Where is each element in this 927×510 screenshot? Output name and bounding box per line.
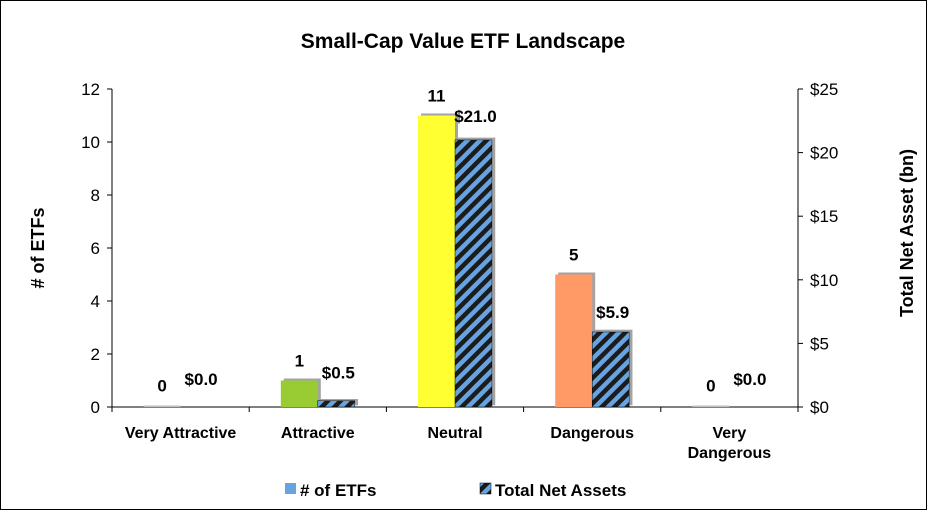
- legend-label-etfs: # of ETFs: [300, 481, 377, 500]
- data-label-etf-count: 1: [295, 352, 304, 371]
- bar-net-assets: [591, 331, 630, 408]
- bar-etf-count: [280, 380, 318, 407]
- y-axis-title: # of ETFs: [28, 207, 48, 288]
- chart-title: Small-Cap Value ETF Landscape: [301, 30, 625, 53]
- y-tick-label: 12: [81, 80, 100, 99]
- y2-tick-label: $25: [810, 80, 838, 99]
- legend: # of ETFs Total Net Assets: [285, 481, 626, 500]
- x-category-label: Dangerous: [688, 445, 772, 462]
- bar-net-assets: [317, 400, 356, 408]
- bar-etf-count: [418, 115, 455, 407]
- y-tick-label: 6: [91, 239, 100, 258]
- y-tick-label: 2: [91, 345, 100, 364]
- data-label-net-assets: $0.0: [185, 370, 218, 389]
- data-label-etf-count: 0: [706, 377, 715, 396]
- data-label-net-assets: $0.5: [322, 364, 355, 383]
- bar-etf-count: [555, 274, 593, 407]
- y2-axis-title: Total Net Asset (bn): [897, 149, 917, 317]
- y-tick-label: 0: [91, 398, 100, 417]
- data-label-etf-count: 0: [157, 377, 166, 396]
- y2-tick-label: $0: [810, 398, 829, 417]
- data-label-etf-count: 5: [569, 246, 578, 265]
- x-category-label: Very: [712, 425, 746, 442]
- bar-etf-count: [143, 405, 181, 407]
- x-category-label: Attractive: [281, 425, 355, 442]
- data-labels: 0 $0.0 1 $0.5 11 $21.0 5 $5.9 0 $0.0: [157, 87, 766, 396]
- bar-net-assets: [454, 139, 493, 408]
- y-tick-label: 4: [91, 292, 100, 311]
- legend-label-net-assets: Total Net Assets: [495, 481, 626, 500]
- data-label-etf-count: 11: [428, 87, 446, 106]
- x-category-label: Dangerous: [550, 425, 634, 442]
- y2-tick-label: $5: [810, 334, 829, 353]
- y-tick-label: 8: [91, 186, 100, 205]
- y2-tick-label: $15: [810, 207, 838, 226]
- data-label-net-assets: $21.0: [454, 107, 497, 126]
- data-label-net-assets: $5.9: [596, 303, 629, 322]
- legend-swatch-net-assets: [479, 482, 492, 495]
- data-label-net-assets: $0.0: [733, 370, 766, 389]
- bars: [143, 115, 730, 408]
- bar-etf-count: [692, 405, 730, 407]
- y2-tick-label: $20: [810, 144, 838, 163]
- y2-tick-label: $10: [810, 271, 838, 290]
- legend-swatch-etfs: [285, 483, 296, 494]
- y-tick-label: 10: [81, 133, 100, 152]
- x-category-label: Very Attractive: [125, 425, 237, 442]
- x-category-label: Neutral: [427, 425, 482, 442]
